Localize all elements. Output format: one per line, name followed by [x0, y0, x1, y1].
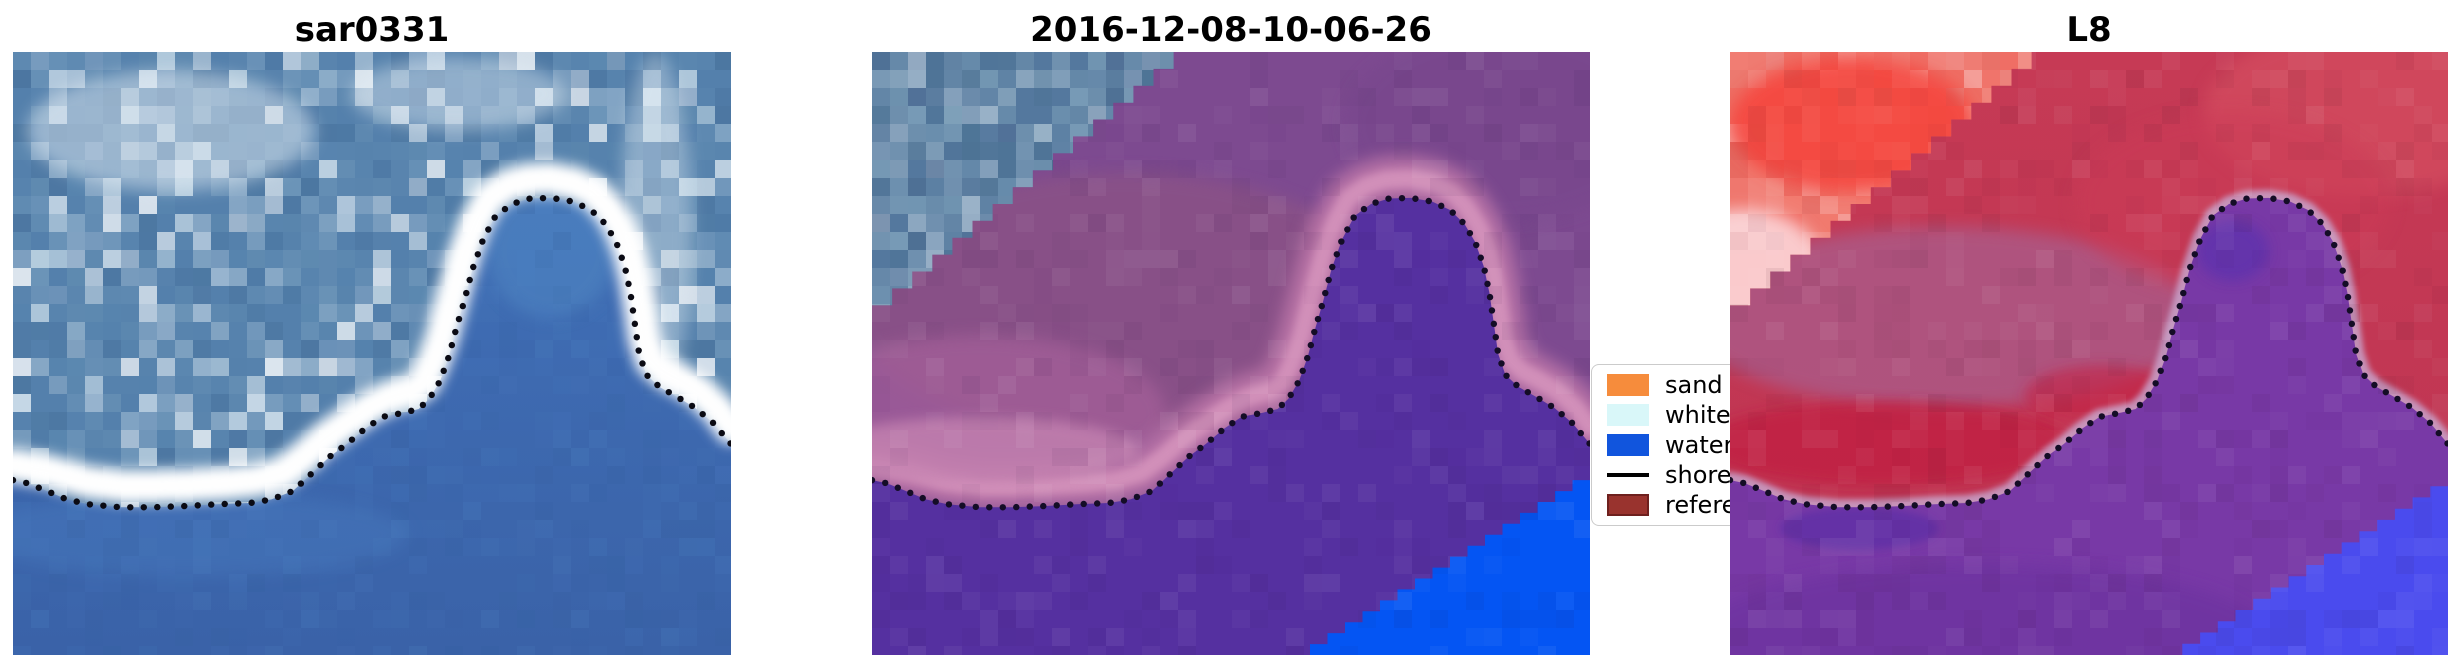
water-swatch [1607, 434, 1649, 456]
panel-title-l8: L8 [2066, 10, 2112, 50]
whitewater-swatch [1607, 404, 1649, 426]
shoreline-swatch [1607, 473, 1649, 477]
legend-item-water: water [1607, 431, 1843, 459]
panel-title-date: 2016-12-08-10-06-26 [1030, 10, 1432, 50]
panel-sar: sar0331 [0, 8, 748, 655]
sand-swatch [1607, 374, 1649, 396]
legend-item-sand: sand [1607, 371, 1843, 399]
panel-l8: L8 [1686, 8, 2460, 664]
panel-classification: 2016-12-08-10-06-26 [793, 8, 1662, 664]
l8-image [1686, 27, 2460, 664]
reference-swatch [1607, 494, 1649, 516]
legend-label: sand [1665, 371, 1723, 399]
sar-image [0, 52, 748, 655]
panel-title-sar: sar0331 [294, 10, 450, 50]
classification-image [793, 27, 1662, 664]
legend-label: water [1665, 431, 1734, 459]
